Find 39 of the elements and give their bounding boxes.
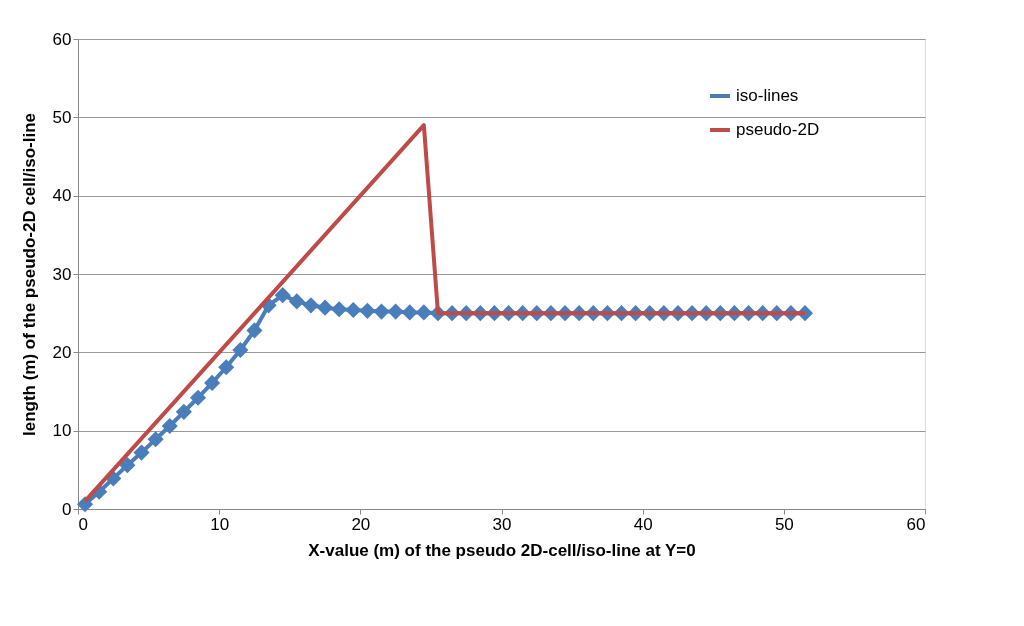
legend-label: iso-lines	[736, 86, 799, 105]
x-tick-label: 10	[210, 514, 230, 534]
point	[161, 417, 178, 435]
y-tick-label: 0	[62, 499, 72, 519]
point	[274, 287, 291, 304]
point	[147, 431, 164, 448]
point	[175, 403, 192, 420]
x-tick-label: 40	[633, 514, 653, 534]
y-tick-label: 50	[52, 107, 72, 127]
point	[133, 444, 150, 461]
y-axis-title: length (m) of the pseudo-2D cell/iso-line	[19, 112, 39, 437]
point	[204, 374, 221, 391]
x-tick-label: 30	[492, 514, 512, 534]
x-tick-label: 60	[906, 514, 926, 534]
point	[119, 457, 136, 474]
point	[232, 341, 249, 359]
x-tick-label: 20	[351, 514, 371, 534]
y-tick-label: 30	[52, 264, 72, 284]
point	[218, 359, 235, 376]
point	[316, 299, 334, 316]
point	[359, 302, 376, 319]
x-axis-title: X-value (m) of the pseudo 2D-cell/iso-line at Y=0	[308, 540, 696, 560]
y-tick-label: 10	[52, 421, 72, 441]
y-tick-label: 20	[52, 342, 72, 362]
point	[387, 303, 404, 320]
point	[189, 389, 207, 406]
point	[373, 303, 390, 320]
x-tick-label: 0	[78, 514, 88, 534]
x-tick-label: 50	[774, 514, 794, 534]
legend-label: pseudo-2D	[736, 120, 820, 139]
point	[288, 293, 305, 310]
y-tick-label: 60	[52, 29, 72, 49]
point	[401, 304, 418, 321]
point	[331, 301, 348, 318]
point	[415, 304, 432, 321]
point	[246, 322, 263, 339]
point	[302, 297, 319, 314]
point	[345, 301, 362, 319]
y-tick-label: 40	[52, 186, 72, 206]
